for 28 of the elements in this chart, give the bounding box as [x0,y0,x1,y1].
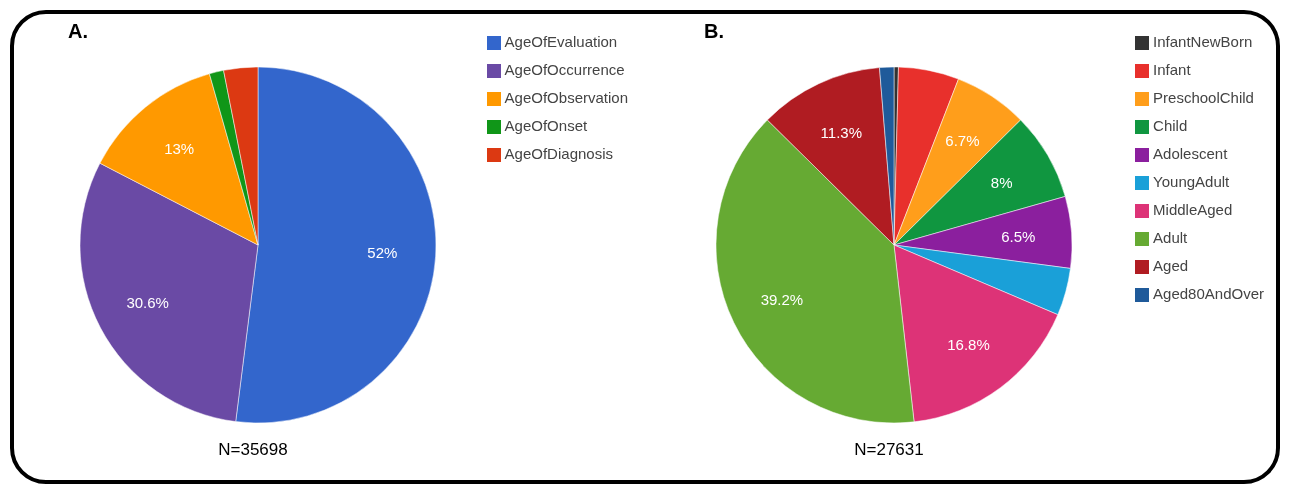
data-label: 11.3% [820,123,863,141]
legend-label: AgeOfOccurrence [504,61,625,78]
legend-label: AgeOfObservation [504,89,628,106]
data-label: 8% [990,173,1013,191]
legend-label: InfantNewBorn [1153,33,1253,50]
text: N=27631 [853,440,925,460]
data-label: 39.2% [760,290,804,308]
data-label: 6.5% [1001,227,1036,245]
legend-label: Child [1153,117,1188,134]
chart-title: B. [704,20,724,43]
legend-label: AgeOfDiagnosis [504,145,613,162]
legend-label: Adolescent [1153,145,1228,162]
data-label: 52% [367,244,398,262]
text: N=35698 [217,440,289,460]
legend-label: AgeOfOnset [504,117,588,134]
data-label: 16.8% [947,336,990,354]
legend-label: AgeOfEvaluation [504,33,618,50]
chart-title: A. [68,20,88,43]
legend-label: Adult [1153,229,1188,246]
data-label: 30.6% [126,294,169,312]
legend-label: Infant [1153,61,1191,78]
legend-label: Aged [1153,257,1189,274]
data-label: 6.7% [945,132,980,150]
legend-label: YoungAdult [1153,173,1230,190]
data-label: 13% [164,140,195,157]
legend-label: Aged80AndOver [1153,285,1264,302]
legend-label: PreschoolChild [1153,89,1254,106]
legend-label: MiddleAged [1153,201,1233,218]
